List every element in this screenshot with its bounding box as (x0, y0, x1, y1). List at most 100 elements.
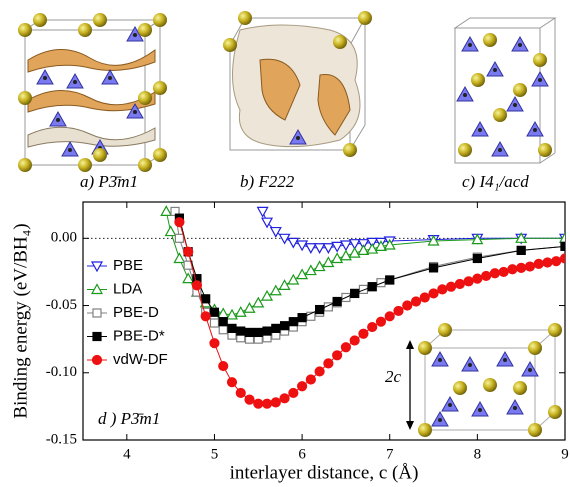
structure-b (223, 11, 372, 157)
point (368, 283, 376, 291)
point (429, 289, 438, 298)
point (412, 297, 421, 306)
point (272, 324, 280, 332)
point (289, 318, 297, 326)
legend-label: PBE (113, 257, 143, 274)
legend-label: PBE-D (113, 304, 159, 321)
point (455, 280, 464, 289)
point (332, 253, 342, 262)
point (245, 303, 255, 312)
point (210, 308, 218, 316)
point (430, 264, 438, 272)
y-tick-label: -0.10 (46, 364, 77, 380)
point (351, 289, 359, 297)
point (161, 206, 171, 215)
point (473, 254, 481, 262)
point (219, 362, 228, 371)
inset-label: 2c (385, 367, 402, 386)
point (236, 388, 245, 397)
structure-c (455, 18, 555, 163)
point (385, 312, 394, 321)
point (281, 322, 289, 330)
point (306, 375, 315, 384)
point (464, 277, 473, 286)
legend-label: vdW-DF (113, 351, 168, 368)
point (258, 207, 268, 216)
point (246, 328, 254, 336)
plot-area (161, 206, 570, 408)
point (254, 328, 262, 336)
point (324, 359, 333, 368)
point (473, 274, 482, 283)
point (368, 323, 377, 332)
point (93, 309, 101, 317)
y-tick-label: -0.15 (46, 431, 77, 447)
x-tick-label: 9 (561, 446, 569, 462)
structure-caption: a) P3̄m1 (80, 172, 138, 191)
panel-label: d ) P3̄m1 (98, 409, 160, 428)
point (376, 317, 385, 326)
point (552, 257, 561, 266)
point (315, 367, 324, 376)
point (219, 326, 227, 334)
point (350, 248, 360, 257)
point (367, 244, 377, 253)
point (175, 218, 184, 227)
x-tick-label: 4 (123, 446, 131, 462)
point (253, 298, 263, 307)
point (93, 333, 101, 341)
plot-frame (83, 202, 565, 440)
point (210, 339, 219, 348)
point (262, 291, 272, 300)
point (561, 254, 570, 263)
point (333, 351, 342, 360)
point (245, 395, 254, 404)
point (517, 263, 526, 272)
point (174, 253, 184, 262)
structure-a (18, 13, 167, 172)
point (350, 336, 359, 345)
x-tick-label: 6 (298, 446, 306, 462)
point (288, 238, 298, 247)
point (166, 227, 176, 236)
point (517, 246, 525, 254)
point (201, 312, 210, 321)
point (280, 394, 289, 403)
point (202, 295, 210, 303)
point (271, 286, 281, 295)
point (219, 318, 227, 326)
point (341, 251, 351, 260)
point (280, 280, 290, 289)
point (263, 327, 271, 335)
legend-label: PBE-D* (113, 327, 165, 344)
point (508, 265, 517, 274)
x-tick-label: 8 (474, 446, 482, 462)
point (175, 234, 183, 242)
y-tick-label: -0.05 (46, 297, 77, 313)
point (394, 306, 403, 315)
series-line (166, 211, 565, 315)
point (298, 314, 306, 322)
point (499, 267, 508, 276)
point (289, 388, 298, 397)
point (192, 281, 201, 290)
figure: a) P3̄m1 b) F222 c) I4₁/acd Binding ener… (0, 0, 570, 487)
x-tick-label: 5 (211, 446, 219, 462)
x-axis-title: interlayer distance, c (Å) (230, 462, 419, 483)
structure-caption: b) F222 (240, 172, 295, 191)
point (298, 382, 307, 391)
point (271, 398, 280, 407)
point (447, 282, 456, 291)
point (237, 327, 245, 335)
point (543, 258, 552, 267)
inset (406, 323, 562, 437)
point (210, 319, 218, 327)
point (263, 399, 272, 408)
structure-caption: c) I4₁/acd (462, 172, 529, 191)
x-tick-label: 7 (386, 446, 394, 462)
point (227, 378, 236, 387)
chart: Binding energy (eV/BH₄) interlayer dista… (10, 202, 570, 483)
point (420, 293, 429, 302)
point (534, 259, 543, 268)
point (525, 262, 534, 271)
